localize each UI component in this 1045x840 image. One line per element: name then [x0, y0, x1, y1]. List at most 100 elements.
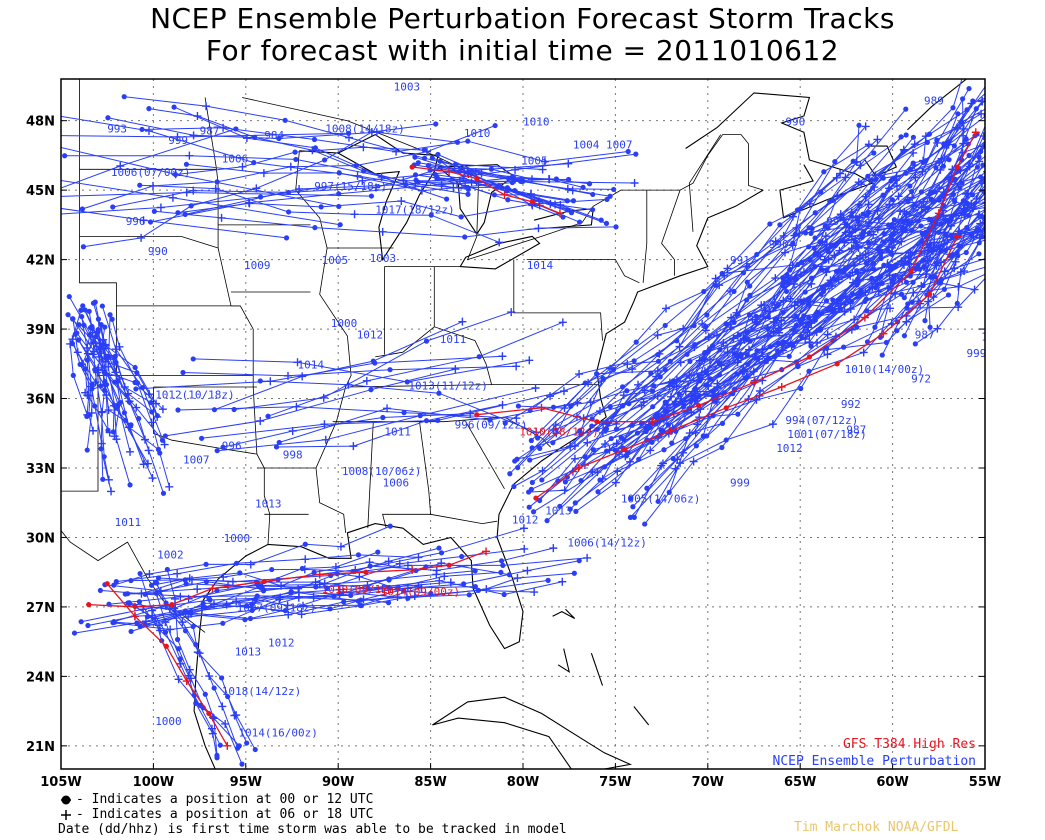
track-point-00-12 [466, 592, 472, 598]
storm-track [64, 155, 635, 184]
track-point-06-18 [944, 140, 953, 149]
track-point-00-12 [535, 435, 541, 441]
track-point-06-18 [298, 372, 307, 381]
track-point-06-18 [896, 207, 905, 216]
track-point-06-18 [689, 457, 698, 466]
track-point-06-18 [1015, 174, 1023, 182]
track-point-00-12 [898, 291, 905, 297]
pressure-label: 1012(10/18z) [155, 389, 234, 402]
track-point-00-12 [625, 148, 631, 155]
track-point-06-18 [756, 386, 765, 395]
track-point-00-12 [368, 387, 374, 393]
track-point-06-18 [173, 569, 182, 578]
track-point-06-18 [205, 672, 214, 681]
track-point-06-18 [519, 524, 528, 533]
track-point-06-18 [780, 248, 789, 257]
track-point-06-18 [723, 264, 732, 273]
track-point-00-12 [380, 414, 386, 421]
track-point-00-12 [66, 293, 72, 300]
track-point-00-12 [491, 192, 497, 198]
track-point-06-18 [93, 365, 102, 374]
track-point-00-12 [459, 553, 465, 560]
pressure-label: 1000 [155, 715, 182, 728]
track-point-06-18 [130, 602, 139, 611]
track-point-06-18 [552, 429, 561, 438]
track-point-06-18 [971, 128, 980, 137]
track-point-00-12 [435, 151, 441, 158]
track-point-00-12 [792, 232, 798, 238]
track-point-00-12 [951, 143, 957, 149]
track-point-06-18 [732, 308, 741, 317]
track-point-06-18 [909, 288, 918, 297]
track-point-00-12 [113, 579, 119, 585]
track-point-06-18 [652, 372, 661, 381]
track-point-00-12 [160, 490, 167, 496]
pressure-label: 1013(11/12z) [408, 379, 487, 392]
pressure-label: 1016 [981, 331, 1008, 344]
track-point-06-18 [854, 178, 863, 187]
pressure-label: 987 [915, 328, 935, 341]
track-point-00-12 [327, 606, 333, 612]
track-point-00-12 [76, 322, 82, 328]
track-point-06-18 [171, 170, 180, 179]
track-point-06-18 [855, 200, 864, 209]
track-point-06-18 [153, 412, 162, 421]
track-point-00-12 [501, 591, 507, 598]
track-point-06-18 [873, 135, 882, 144]
track-point-00-12 [922, 318, 928, 324]
track-point-00-12 [957, 185, 963, 191]
track-point-00-12 [86, 602, 92, 608]
track-point-06-18 [538, 165, 547, 174]
pressure-label: 1003 [370, 252, 397, 265]
pressure-label: 976 [870, 236, 890, 249]
gfs-pressure-label: 1010(08/12z) [519, 426, 598, 439]
track-point-06-18 [350, 210, 359, 219]
lat-tick-label: 45N [26, 184, 55, 199]
track-point-00-12 [412, 172, 419, 178]
pressure-label: 990 [148, 245, 168, 258]
track-point-06-18 [297, 610, 306, 619]
track-point-00-12 [580, 184, 586, 190]
track-point-06-18 [362, 376, 371, 385]
track-point-00-12 [945, 292, 952, 298]
track-point-00-12 [589, 423, 595, 429]
track-point-06-18 [311, 578, 320, 587]
pressure-label: 987 [200, 125, 220, 138]
track-point-00-12 [903, 279, 910, 285]
track-point-00-12 [102, 381, 108, 387]
track-point-00-12 [649, 388, 656, 394]
pressure-label: 984 [264, 129, 284, 142]
track-point-06-18 [757, 301, 766, 310]
track-point-06-18 [320, 420, 329, 429]
track-point-00-12 [155, 446, 162, 452]
pressure-label: 1012 [776, 442, 803, 455]
track-point-00-12 [313, 584, 319, 590]
track-point-00-12 [607, 404, 613, 410]
track-point-00-12 [188, 203, 194, 209]
pressure-label: 990 [769, 238, 789, 251]
track-point-00-12 [994, 227, 999, 232]
track-point-00-12 [613, 224, 619, 230]
track-point-06-18 [665, 378, 674, 387]
pressure-label: 991 [730, 254, 750, 267]
track-point-00-12 [695, 402, 702, 409]
track-point-00-12 [763, 359, 769, 365]
track-point-06-18 [611, 478, 620, 487]
track-point-00-12 [837, 268, 844, 274]
pressure-label: 1008(10/06z) [342, 465, 421, 478]
track-point-06-18 [558, 577, 567, 586]
track-point-00-12 [856, 122, 862, 128]
storm-track [569, 180, 897, 510]
track-point-00-12 [707, 376, 713, 382]
pressure-label: 1010 [523, 115, 550, 128]
track-point-00-12 [805, 301, 812, 307]
track-point-06-18 [294, 584, 303, 593]
track-point-00-12 [957, 243, 964, 249]
track-point-00-12 [412, 154, 418, 160]
track-point-06-18 [681, 387, 690, 396]
track-point-06-18 [586, 398, 595, 407]
track-point-00-12 [662, 399, 668, 405]
track-point-00-12 [126, 601, 132, 607]
pressure-label: 1018(14/12z) [222, 685, 301, 698]
track-point-00-12 [619, 384, 626, 390]
